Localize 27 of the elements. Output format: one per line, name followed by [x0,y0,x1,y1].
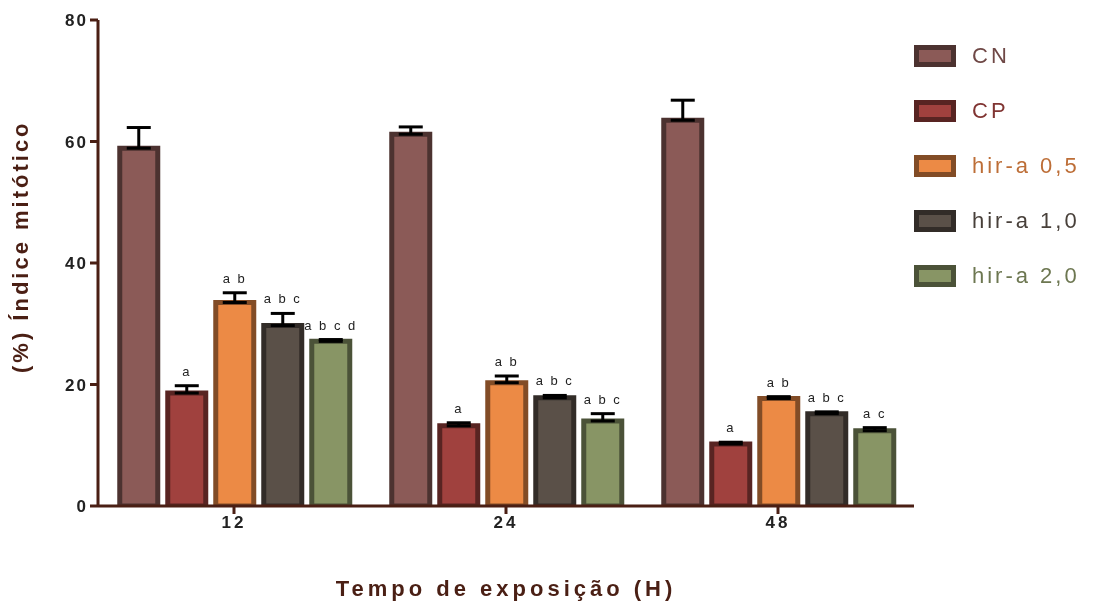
y-axis-title: (%) Índice mitótico [7,120,33,373]
data-label: a c [863,405,887,421]
legend-label: hir-a 0,5 [972,152,1080,179]
data-label: a b [494,353,519,369]
legend-label: CN [972,42,1010,69]
data-label: a b c [583,391,622,407]
y-tick-label: 40 [65,254,88,274]
y-tick-label: 0 [76,497,88,517]
data-label: a [726,420,736,436]
x-tick-label: 48 [765,513,791,533]
x-tick-label: 24 [493,513,519,533]
legend-label: hir-a 2,0 [972,262,1080,289]
data-label: a b [222,270,247,286]
legend-label: hir-a 1,0 [972,207,1080,234]
data-label: a b c [807,389,846,405]
y-tick-label: 20 [65,375,88,395]
y-tick-label: 60 [65,132,88,152]
y-tick-label: 80 [65,11,88,31]
data-label: a b c [535,373,574,389]
data-label: a [454,400,464,416]
legend-label: CP [972,97,1009,124]
data-label: a b [766,374,791,390]
data-label: a b c d [304,317,358,333]
data-label: a b c [263,291,302,307]
x-tick-label: 12 [221,513,247,533]
data-label: a [182,363,192,379]
x-axis-title: Tempo de exposição (H) [335,576,677,601]
